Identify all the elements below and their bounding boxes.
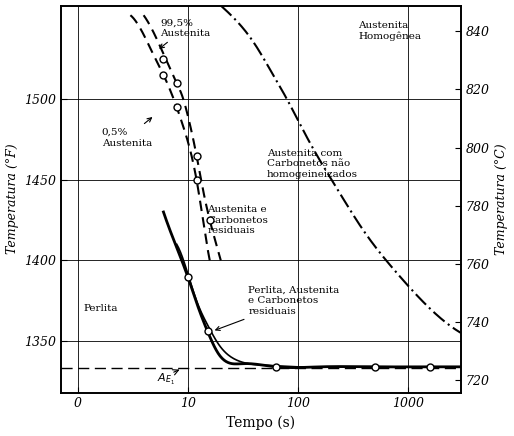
Text: 0,5%
Austenita: 0,5% Austenita bbox=[102, 118, 152, 147]
Text: Perlita, Austenita
e Carbonetos
residuais: Perlita, Austenita e Carbonetos residuai… bbox=[216, 286, 340, 330]
Text: Austenita e
Carbonetos
residuais: Austenita e Carbonetos residuais bbox=[208, 205, 268, 235]
Y-axis label: Temperatura (°F): Temperatura (°F) bbox=[6, 144, 19, 255]
Text: Austenita com
Carbonetos não
homogeineizados: Austenita com Carbonetos não homogeineiz… bbox=[267, 149, 358, 178]
Text: $A_{E_1}$: $A_{E_1}$ bbox=[157, 372, 175, 387]
Text: Austenita
Homogênea: Austenita Homogênea bbox=[359, 21, 421, 41]
Y-axis label: Temperatura (°C): Temperatura (°C) bbox=[495, 143, 508, 255]
X-axis label: Tempo (s): Tempo (s) bbox=[227, 416, 296, 430]
Text: 99,5%
Austenita: 99,5% Austenita bbox=[160, 18, 210, 48]
Text: Perlita: Perlita bbox=[83, 304, 118, 313]
